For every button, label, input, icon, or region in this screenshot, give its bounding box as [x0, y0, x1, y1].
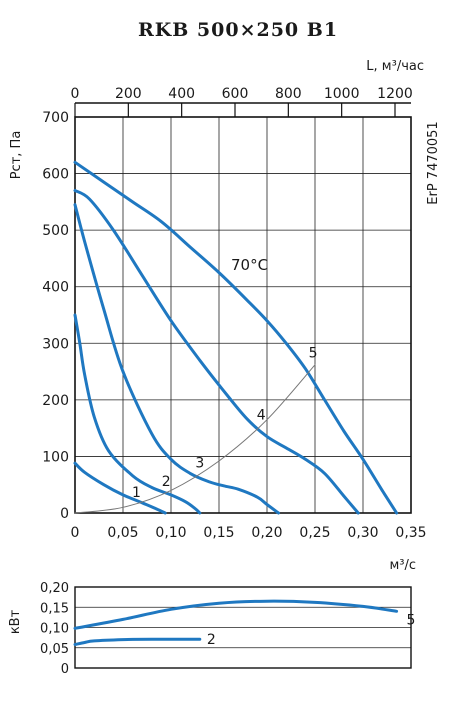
power-axis-label: кВт: [8, 609, 23, 634]
y-tick-label: 300: [42, 336, 69, 352]
erp-label: ErP 7470051: [426, 121, 441, 204]
fan-curve-3: [73, 203, 280, 515]
top-tick-label: 0: [71, 86, 80, 102]
x-tick-label: 0,05: [107, 525, 138, 541]
top-tick-label: 800: [275, 86, 302, 102]
power-tick-label: 0,05: [40, 642, 69, 657]
curve-label-5: 5: [309, 345, 318, 361]
y-tick-label: 0: [60, 506, 69, 522]
chart-title: RKB 500×250 B1: [138, 19, 338, 41]
y-tick-label: 700: [42, 110, 69, 126]
power-curve-5: [73, 599, 399, 630]
x-tick-label: 0,25: [299, 525, 330, 541]
y-axis-label: Pст, Па: [9, 131, 24, 180]
top-tick-label: 1200: [377, 86, 413, 102]
x-tick-label: 0,15: [203, 525, 234, 541]
top-axis-label: L, м³/час: [366, 59, 424, 74]
x-tick-label: 0,10: [155, 525, 186, 541]
power-tick-label: 0: [61, 662, 69, 677]
curve-label-4: 4: [257, 408, 266, 424]
power-tick-label: 0,15: [40, 601, 69, 616]
x-tick-label: 0,20: [251, 525, 282, 541]
temperature-annotation: 70°C: [231, 256, 268, 274]
fan-curve-1: [73, 461, 167, 515]
main-plot: 0 0,05 0,10 0,15 0,20 0,25 0,30 0,35 0 100 200 300 4…: [42, 86, 426, 541]
y-tick-label: 500: [42, 223, 69, 239]
power-curve-label-5: 5: [407, 612, 416, 628]
y-tick-label: 600: [42, 167, 69, 183]
fan-curve-2: [73, 313, 202, 515]
curve-label-2: 2: [162, 474, 171, 490]
fan-curve-5: [73, 160, 399, 515]
power-curve-label-2: 2: [207, 632, 216, 648]
y-tick-label: 100: [42, 449, 69, 465]
fan-curve-4: [73, 189, 360, 515]
power-tick-label: 0,20: [40, 581, 69, 596]
power-curve-2: [73, 637, 202, 646]
system-resistance-curve: [74, 364, 316, 514]
x-tick-label: 0: [71, 525, 80, 541]
x-tick-label: 0,30: [347, 525, 378, 541]
x-tick-label: 0,35: [395, 525, 426, 541]
top-tick-label: 600: [222, 86, 249, 102]
top-tick-label: 400: [168, 86, 195, 102]
power-tick-label: 0,10: [40, 622, 69, 637]
power-plot: 0 0,05 0,10 0,15 0,20 5 2: [40, 581, 415, 677]
top-tick-label: 1000: [324, 86, 360, 102]
y-tick-label: 400: [42, 280, 69, 296]
curve-label-1: 1: [132, 485, 141, 501]
top-tick-label: 200: [115, 86, 142, 102]
y-tick-label: 200: [42, 393, 69, 409]
curve-label-3: 3: [195, 456, 204, 472]
x-axis-label: м³/с: [389, 558, 416, 573]
